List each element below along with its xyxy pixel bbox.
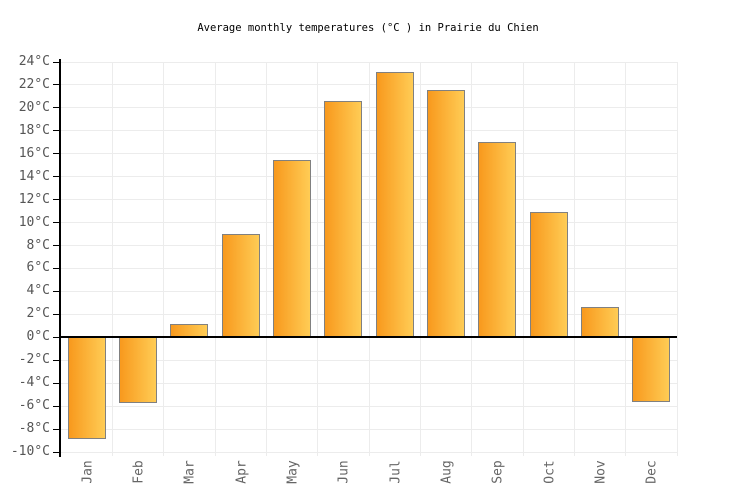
y-tick-label: 14°C bbox=[18, 168, 50, 184]
bar-aug bbox=[427, 89, 465, 338]
y-tick-label: 18°C bbox=[18, 122, 50, 138]
chart-title: Average monthly temperatures (°C ) in Pr… bbox=[197, 22, 539, 34]
x-axis-zero-line bbox=[61, 336, 677, 339]
x-tick-label-sep: Sep bbox=[490, 460, 506, 484]
y-tick-label: 24°C bbox=[18, 54, 50, 69]
x-gridline bbox=[573, 62, 575, 456]
y-tick-label: -8°C bbox=[18, 421, 50, 437]
y-tick bbox=[53, 359, 59, 361]
y-tick-label: 10°C bbox=[18, 214, 50, 230]
y-tick bbox=[53, 199, 59, 201]
bar-oct bbox=[529, 212, 568, 338]
x-tick-label-dec: Dec bbox=[644, 460, 660, 484]
y-tick bbox=[53, 153, 59, 155]
x-gridline bbox=[163, 62, 165, 456]
y-tick-label: -2°C bbox=[18, 352, 50, 368]
x-tick-label-jan: Jan bbox=[80, 460, 96, 484]
x-gridline bbox=[419, 62, 421, 456]
x-gridline bbox=[676, 62, 678, 456]
x-tick-label-jul: Jul bbox=[388, 460, 404, 484]
bar-mar bbox=[170, 323, 209, 338]
bar-may bbox=[273, 159, 311, 338]
y-tick-label: 4°C bbox=[26, 283, 50, 299]
x-gridline bbox=[625, 62, 627, 456]
x-gridline bbox=[111, 62, 113, 456]
y-tick bbox=[53, 428, 59, 430]
y-tick-label: 20°C bbox=[18, 99, 50, 115]
bar-apr bbox=[221, 234, 260, 338]
y-tick bbox=[53, 382, 59, 384]
x-tick-label-may: May bbox=[285, 460, 301, 484]
plot-area bbox=[61, 61, 678, 456]
x-gridline bbox=[265, 62, 267, 456]
y-tick bbox=[53, 313, 59, 315]
bar-nov bbox=[581, 307, 619, 338]
y-tick-label: -10°C bbox=[10, 444, 50, 459]
x-tick-label-oct: Oct bbox=[542, 460, 558, 484]
y-tick bbox=[53, 130, 59, 132]
x-tick-label-jun: Jun bbox=[336, 460, 352, 484]
x-tick-label-mar: Mar bbox=[182, 460, 198, 484]
x-tick-label-feb: Feb bbox=[131, 460, 147, 484]
bar-jun bbox=[324, 101, 363, 338]
bar-jul bbox=[375, 72, 414, 338]
y-tick bbox=[53, 61, 59, 63]
y-tick-label: -4°C bbox=[18, 375, 50, 391]
y-tick bbox=[53, 290, 59, 292]
y-tick bbox=[53, 451, 59, 453]
y-tick bbox=[53, 336, 59, 338]
y-tick-label: 16°C bbox=[18, 145, 50, 161]
y-tick bbox=[53, 84, 59, 86]
y-tick-label: 8°C bbox=[26, 237, 50, 253]
bar-dec bbox=[632, 337, 671, 402]
y-tick bbox=[53, 245, 59, 247]
y-tick-label: 22°C bbox=[18, 76, 50, 92]
y-tick bbox=[53, 267, 59, 269]
x-tick-label-nov: Nov bbox=[593, 460, 609, 484]
x-gridline bbox=[471, 62, 473, 456]
y-tick-label: 0°C bbox=[26, 329, 50, 345]
bar-jan bbox=[67, 337, 106, 440]
bar-sep bbox=[478, 142, 517, 338]
y-tick bbox=[53, 405, 59, 407]
y-tick bbox=[53, 176, 59, 178]
y-tick bbox=[53, 107, 59, 109]
x-tick-label-apr: Apr bbox=[234, 460, 250, 484]
y-tick-label: 6°C bbox=[26, 260, 50, 276]
y-tick-label: 12°C bbox=[18, 191, 50, 207]
x-tick-label-aug: Aug bbox=[439, 460, 455, 484]
x-gridline bbox=[214, 62, 216, 456]
y-tick-label: -6°C bbox=[18, 398, 50, 414]
y-tick bbox=[53, 222, 59, 224]
y-tick-label: 2°C bbox=[26, 306, 50, 322]
x-gridline bbox=[317, 62, 319, 456]
bar-feb bbox=[119, 337, 157, 403]
x-gridline bbox=[522, 62, 524, 456]
x-gridline bbox=[368, 62, 370, 456]
y-axis-line bbox=[59, 59, 61, 457]
